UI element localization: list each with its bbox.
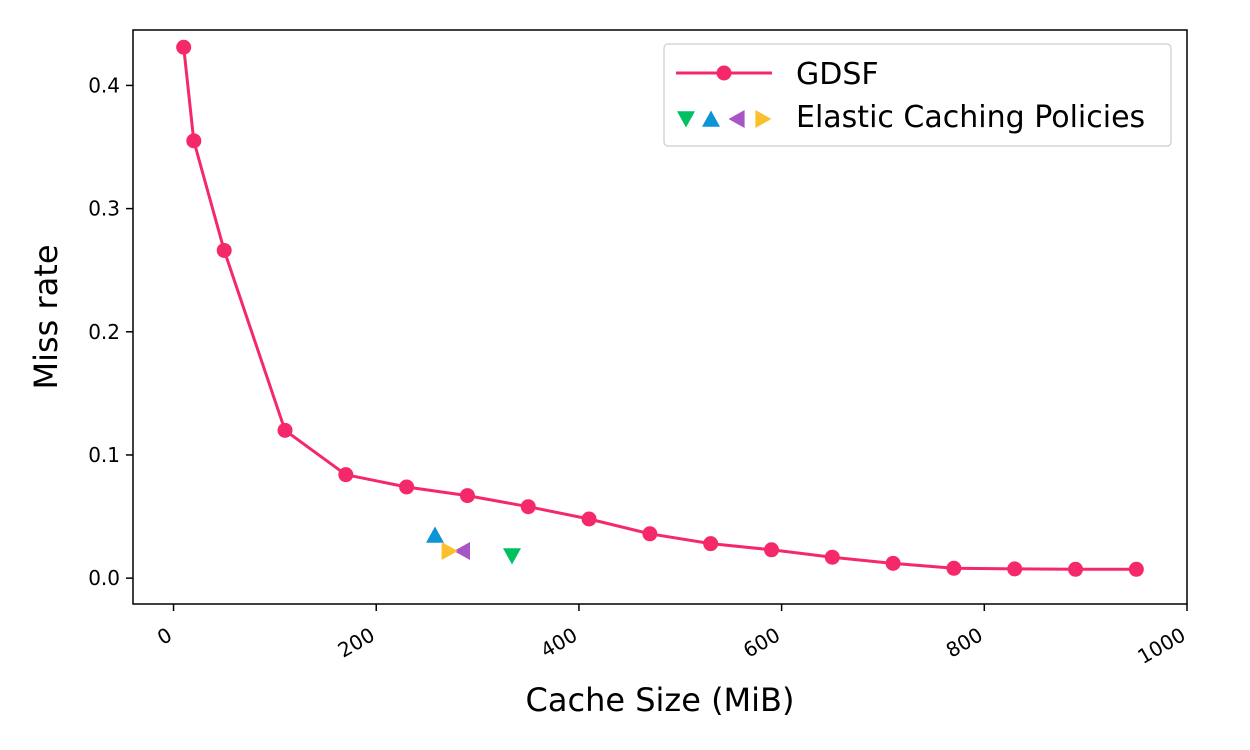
legend-frame bbox=[663, 43, 1172, 147]
gdsf-point bbox=[1128, 561, 1144, 577]
legend-gdsf-swatch bbox=[676, 65, 772, 81]
gdsf-point bbox=[1068, 561, 1084, 577]
gdsf-point bbox=[824, 549, 840, 565]
gdsf-point bbox=[946, 560, 962, 576]
x-tick-label: 0 bbox=[153, 623, 176, 650]
gdsf-point bbox=[885, 555, 901, 571]
plot-frame bbox=[132, 29, 1188, 605]
y-axis-label: Miss rate bbox=[27, 244, 65, 389]
y-tick-label: 0.0 bbox=[88, 566, 120, 590]
y-tick-label: 0.4 bbox=[88, 73, 120, 97]
gdsf-point bbox=[216, 242, 232, 258]
x-axis-label: Cache Size (MiB) bbox=[526, 681, 795, 719]
x-tick-label: 400 bbox=[536, 623, 581, 663]
chart-marks bbox=[176, 39, 1144, 577]
y-tick-label: 0.2 bbox=[88, 320, 120, 344]
elastic-policy-triangle-up-point bbox=[426, 526, 444, 543]
gdsf-point bbox=[459, 488, 475, 504]
x-tick-label: 800 bbox=[942, 623, 987, 663]
legend-elastic-triangle-down-marker bbox=[677, 111, 695, 128]
x-tick-label: 1000 bbox=[1133, 623, 1189, 669]
gdsf-point bbox=[338, 467, 354, 483]
y-tick-label: 0.1 bbox=[88, 443, 120, 467]
gdsf-point bbox=[176, 39, 192, 55]
legend-elastic-triangle-up-marker bbox=[702, 110, 720, 127]
gdsf-point bbox=[186, 133, 202, 149]
legend-elastic-label: Elastic Caching Policies bbox=[796, 100, 1145, 135]
legend-elastic-triangle-left-marker bbox=[728, 110, 745, 128]
gdsf-point bbox=[763, 542, 779, 558]
y-tick-label: 0.3 bbox=[88, 197, 120, 221]
gdsf-point bbox=[642, 526, 658, 542]
legend-gdsf-marker bbox=[716, 65, 732, 81]
legend: GDSF Elastic Caching Policies bbox=[663, 43, 1172, 147]
x-tick-label: 200 bbox=[334, 623, 379, 663]
x-tick-label: 600 bbox=[739, 623, 784, 663]
elastic-policy-triangle-left-point bbox=[453, 542, 470, 560]
gdsf-point bbox=[520, 499, 536, 515]
legend-gdsf-label: GDSF bbox=[796, 57, 879, 92]
gdsf-line bbox=[182, 47, 1137, 571]
elastic-policy-triangle-down-point bbox=[503, 548, 521, 565]
gdsf-point bbox=[399, 479, 415, 495]
gdsf-point bbox=[277, 422, 293, 438]
legend-elastic-swatch bbox=[677, 110, 772, 128]
gdsf-point bbox=[581, 511, 597, 527]
legend-elastic-triangle-right-marker bbox=[755, 110, 772, 128]
gdsf-point bbox=[1007, 561, 1023, 577]
gdsf-point bbox=[703, 536, 719, 552]
elastic-policy-triangle-right-point bbox=[441, 542, 458, 560]
